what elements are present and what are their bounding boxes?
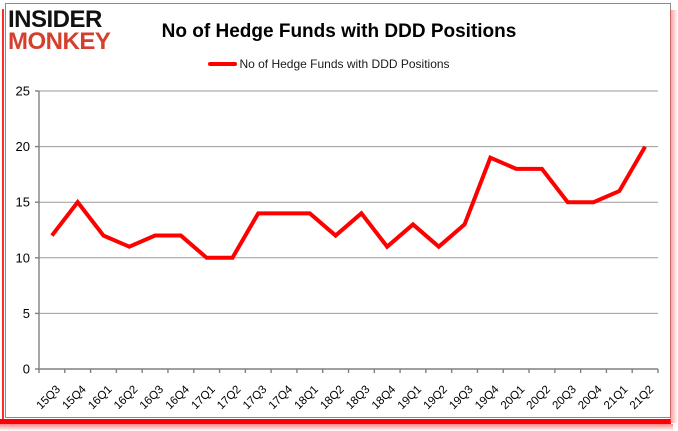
y-axis-label: 10 — [16, 250, 30, 265]
x-axis-label: 19Q4 — [473, 383, 502, 412]
x-axis-label: 17Q1 — [189, 384, 217, 412]
red-left-accent-line — [2, 9, 4, 422]
x-axis-label: 21Q2 — [628, 384, 656, 412]
x-axis-label: 18Q2 — [318, 384, 346, 412]
x-axis-label: 16Q3 — [138, 384, 166, 412]
red-right-glow — [670, 10, 678, 423]
legend-label: No of Hedge Funds with DDD Positions — [239, 57, 450, 71]
red-bottom-accent-bar — [0, 419, 671, 424]
x-axis-label: 20Q4 — [576, 383, 605, 412]
x-axis-label: 19Q2 — [422, 384, 450, 412]
x-axis-label: 17Q2 — [215, 384, 243, 412]
x-axis-label: 18Q4 — [370, 383, 399, 412]
y-axis-label: 25 — [16, 84, 30, 99]
chart-title: No of Hedge Funds with DDD Positions — [161, 21, 517, 42]
x-axis-label: 19Q3 — [447, 384, 475, 412]
x-axis-label: 15Q4 — [60, 383, 89, 412]
y-axis-label: 5 — [23, 306, 30, 321]
x-axis-label: 17Q4 — [267, 383, 296, 412]
x-axis-label: 19Q1 — [396, 384, 424, 412]
x-axis-label: 18Q3 — [344, 384, 372, 412]
series-line-ddd — [50, 145, 647, 260]
insider-monkey-logo: INSIDER MONKEY — [8, 6, 111, 55]
x-axis-label: 20Q3 — [550, 384, 578, 412]
legend-line-marker — [208, 62, 238, 66]
y-axis-label: 0 — [23, 362, 30, 377]
y-axis-label: 15 — [16, 195, 30, 210]
x-axis-label: 21Q1 — [602, 384, 630, 412]
x-axis-label: 20Q2 — [525, 384, 553, 412]
y-axis-label: 20 — [16, 139, 30, 154]
x-axis-label: 18Q1 — [293, 384, 321, 412]
line-chart: 051015202515Q315Q416Q116Q216Q316Q417Q117… — [16, 84, 659, 412]
chart-legend: No of Hedge Funds with DDD Positions — [0, 57, 658, 71]
x-axis-label: 16Q1 — [86, 384, 114, 412]
x-axis-label: 15Q3 — [35, 384, 63, 412]
logo-line-monkey: MONKEY — [8, 28, 111, 55]
x-axis-label: 20Q1 — [499, 384, 527, 412]
x-axis-label: 16Q4 — [164, 383, 193, 412]
red-bottom-glow — [0, 424, 673, 431]
logo-line-insider: INSIDER — [8, 6, 102, 33]
x-axis-label: 17Q3 — [241, 384, 269, 412]
x-axis-label: 16Q2 — [112, 384, 140, 412]
